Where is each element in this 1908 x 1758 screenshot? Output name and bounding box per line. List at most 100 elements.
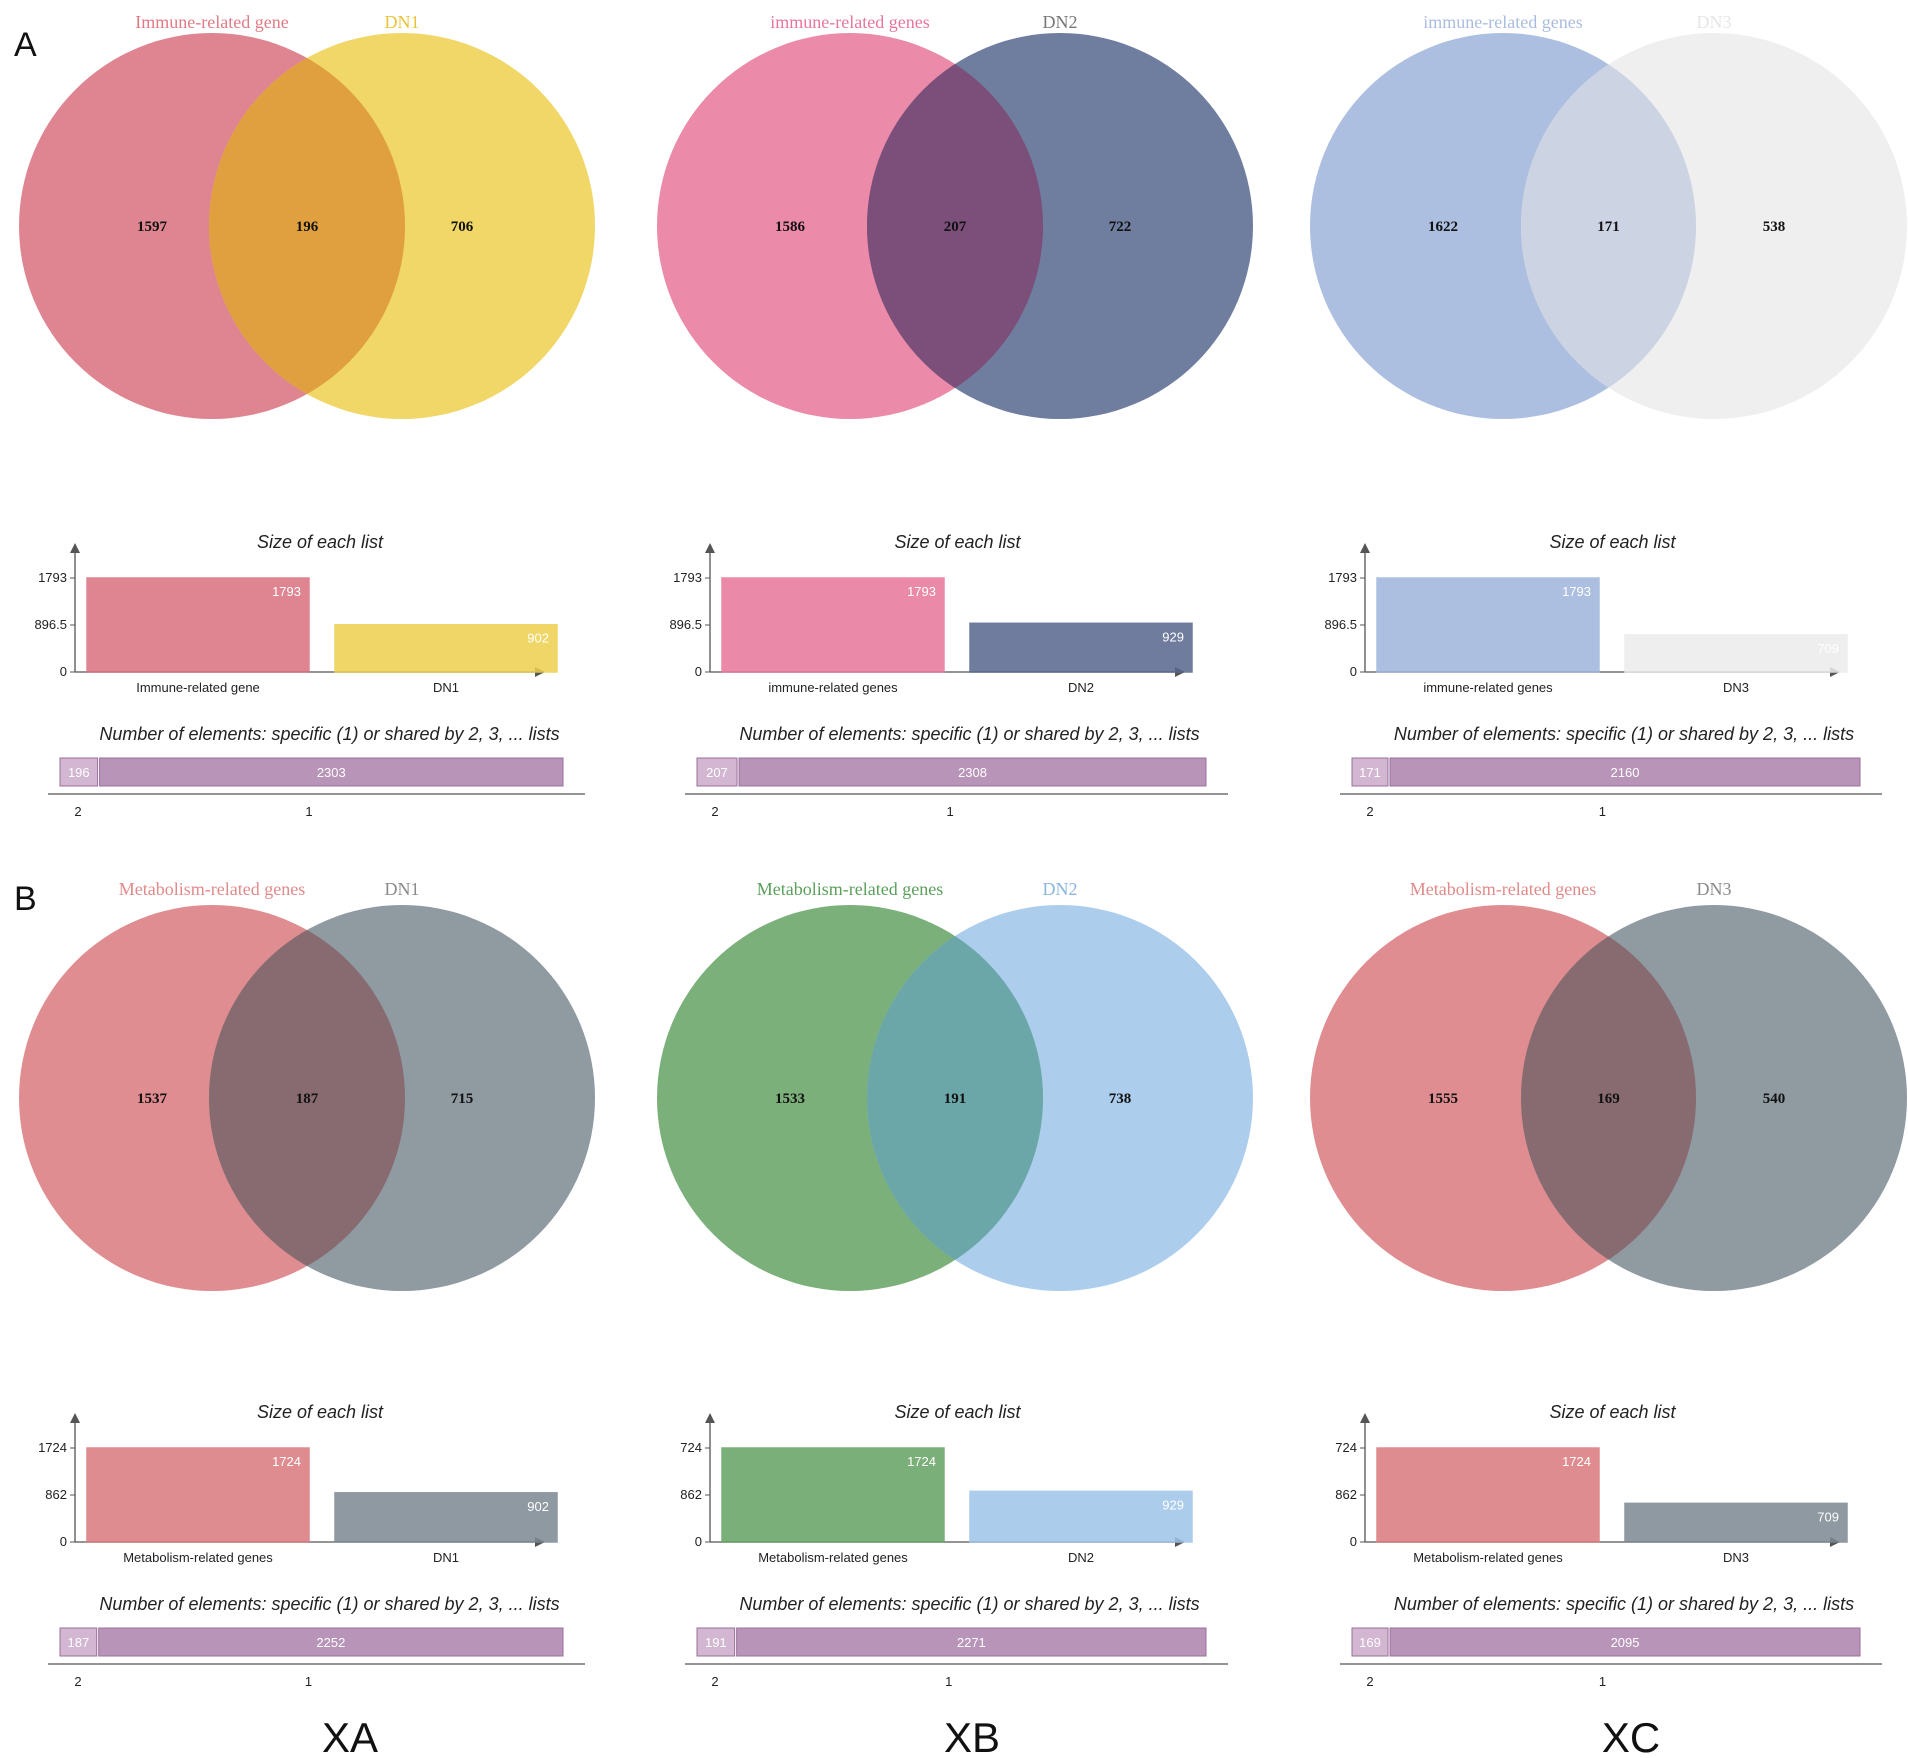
distribution-title: Number of elements: specific (1) or shar… xyxy=(1394,1594,1854,1614)
distribution-axis-label: 2 xyxy=(1366,804,1373,819)
size-bar-chart: Size of each list 1724 862 0 1724 Metabolism-… xyxy=(38,1402,558,1565)
size-bar-1 xyxy=(721,577,945,673)
y-axis-arrow xyxy=(70,543,80,553)
venn-count-left-only: 1537 xyxy=(137,1091,168,1107)
y-tick-label: 0 xyxy=(695,1534,702,1549)
size-chart-title: Size of each list xyxy=(894,532,1021,552)
distribution-axis-label: 1 xyxy=(1599,1674,1606,1689)
distribution-segment-value: 207 xyxy=(706,765,728,780)
shared-distribution-chart: Number of elements: specific (1) or shar… xyxy=(685,1594,1228,1689)
y-axis-arrow xyxy=(705,1413,715,1423)
size-bar-value-label: 929 xyxy=(1162,629,1184,644)
distribution-title: Number of elements: specific (1) or shar… xyxy=(99,724,559,744)
distribution-segment-1 xyxy=(1389,757,1861,787)
size-bar-2 xyxy=(1624,634,1848,673)
y-tick-label: 896.5 xyxy=(34,617,67,632)
venn-set-label-left: immune-related genes xyxy=(770,12,929,32)
venn-overlap-region xyxy=(867,33,1043,419)
distribution-axis-label: 2 xyxy=(1366,1674,1373,1689)
venn-set-label-left: Metabolism-related genes xyxy=(119,879,305,899)
panel-letter-a: A xyxy=(14,26,37,64)
size-bar-category-label: DN1 xyxy=(433,1550,459,1565)
size-bar-chart: Size of each list 1793 896.5 0 1793 immune-re… xyxy=(1324,532,1848,695)
size-bar-value-label: 709 xyxy=(1817,641,1839,656)
distribution-segment-value: 2308 xyxy=(958,765,987,780)
distribution-segment-value: 191 xyxy=(705,1635,727,1650)
y-axis-arrow xyxy=(705,543,715,553)
venn-count-left-only: 1586 xyxy=(775,219,806,235)
distribution-segment-value: 2303 xyxy=(317,765,346,780)
size-bar-value-label: 709 xyxy=(1817,1509,1839,1524)
venn-count-shared: 169 xyxy=(1597,1091,1620,1107)
venn-set-label-left: immune-related genes xyxy=(1423,12,1582,32)
venn-count-left-only: 1555 xyxy=(1428,1091,1458,1107)
y-tick-label: 724 xyxy=(1335,1440,1357,1455)
venn-panel-5: Metabolism-related genes DN2 1533 191 738 Siz… xyxy=(657,879,1253,1689)
venn-set-label-right: DN3 xyxy=(1697,879,1732,899)
venn-count-left-only: 1622 xyxy=(1428,219,1458,235)
distribution-segment-value: 2252 xyxy=(316,1635,345,1650)
venn-set-label-right: DN2 xyxy=(1043,12,1078,32)
venn-count-right-only: 538 xyxy=(1763,219,1786,235)
distribution-segment-value: 169 xyxy=(1359,1635,1381,1650)
distribution-title: Number of elements: specific (1) or shar… xyxy=(739,724,1199,744)
size-bar-chart: Size of each list 1793 896.5 0 1793 Immune-re… xyxy=(34,532,558,695)
y-tick-label: 0 xyxy=(60,664,67,679)
y-tick-label: 724 xyxy=(680,1440,702,1455)
y-tick-label: 1793 xyxy=(38,570,67,585)
y-tick-label: 1793 xyxy=(673,570,702,585)
size-bar-chart: Size of each list 724 862 0 1724 Metabolism-r… xyxy=(1335,1402,1848,1565)
venn-count-right-only: 738 xyxy=(1109,1091,1132,1107)
y-tick-label: 1724 xyxy=(38,1440,67,1455)
venn-count-right-only: 706 xyxy=(451,219,474,235)
shared-distribution-chart: Number of elements: specific (1) or shar… xyxy=(1340,724,1882,819)
size-bar-1 xyxy=(1376,577,1600,673)
y-tick-label: 0 xyxy=(1350,1534,1357,1549)
venn-count-left-only: 1597 xyxy=(137,219,168,235)
size-bar-value-label: 1724 xyxy=(272,1454,301,1469)
shared-distribution-chart: Number of elements: specific (1) or shar… xyxy=(48,724,585,819)
venn-set-label-left: Metabolism-related genes xyxy=(757,879,943,899)
size-bar-value-label: 1724 xyxy=(907,1454,936,1469)
column-label-xc: XC xyxy=(1602,1714,1660,1758)
y-tick-label: 896.5 xyxy=(1324,617,1357,632)
distribution-segment-2 xyxy=(1351,757,1389,787)
y-tick-label: 0 xyxy=(60,1534,67,1549)
distribution-segment-1 xyxy=(1389,1627,1861,1657)
venn-count-shared: 196 xyxy=(296,219,319,235)
venn-count-shared: 191 xyxy=(944,1091,967,1107)
size-chart-title: Size of each list xyxy=(1549,1402,1676,1422)
y-tick-label: 862 xyxy=(45,1487,67,1502)
y-axis-arrow xyxy=(1360,543,1370,553)
size-chart-title: Size of each list xyxy=(894,1402,1021,1422)
distribution-segment-2 xyxy=(696,757,738,787)
venn-overlap-region xyxy=(1521,905,1696,1291)
venn-overlap-region xyxy=(867,905,1043,1291)
venn-panel-1: Immune-related gene DN1 1597 196 706 Size of … xyxy=(19,12,595,819)
venn-count-right-only: 540 xyxy=(1763,1091,1786,1107)
y-tick-label: 862 xyxy=(680,1487,702,1502)
venn-overlap-region xyxy=(1521,33,1696,419)
size-bar-category-label: immune-related genes xyxy=(768,680,898,695)
size-bar-category-label: DN2 xyxy=(1068,1550,1094,1565)
size-bar-category-label: Metabolism-related genes xyxy=(1413,1550,1563,1565)
distribution-axis-label: 2 xyxy=(74,1674,81,1689)
size-bar-1 xyxy=(86,1447,310,1543)
distribution-segment-1 xyxy=(736,1627,1207,1657)
y-tick-label: 0 xyxy=(695,664,702,679)
distribution-segment-value: 187 xyxy=(68,1635,90,1650)
size-bar-value-label: 1793 xyxy=(272,584,301,599)
distribution-axis-label: 1 xyxy=(305,804,312,819)
size-bar-category-label: Metabolism-related genes xyxy=(123,1550,273,1565)
size-bar-1 xyxy=(721,1447,945,1543)
distribution-segment-value: 2160 xyxy=(1611,765,1640,780)
distribution-axis-label: 2 xyxy=(711,1674,718,1689)
size-bar-value-label: 929 xyxy=(1162,1497,1184,1512)
venn-count-shared: 171 xyxy=(1597,219,1620,235)
size-bar-value-label: 1724 xyxy=(1562,1454,1591,1469)
size-bar-value-label: 902 xyxy=(527,631,549,646)
size-bar-category-label: DN3 xyxy=(1723,680,1749,695)
distribution-segment-1 xyxy=(98,1627,564,1657)
venn-count-right-only: 715 xyxy=(451,1091,474,1107)
